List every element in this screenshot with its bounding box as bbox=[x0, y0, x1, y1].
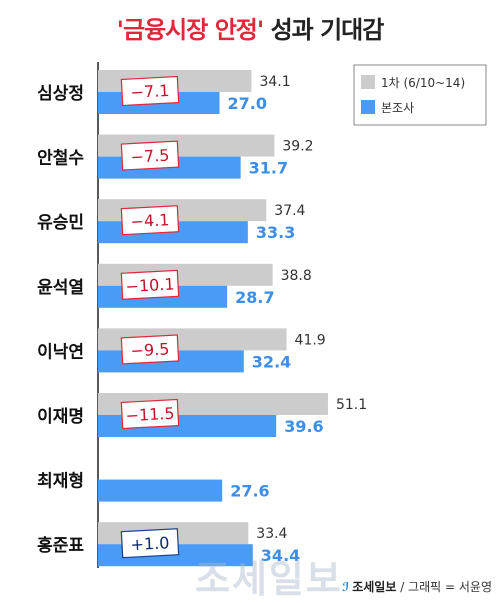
change-label: −10.1 bbox=[125, 275, 175, 297]
value-label-prev: 51.1 bbox=[336, 397, 367, 413]
change-label: −9.5 bbox=[130, 339, 170, 360]
logo-icon: ℐ bbox=[342, 580, 350, 594]
change-label: −11.5 bbox=[125, 404, 175, 426]
change-badge bbox=[120, 398, 180, 430]
change-label: −7.1 bbox=[130, 81, 170, 102]
title-rest: 성과 기대감 bbox=[270, 16, 385, 44]
legend-label-curr: 본조사 bbox=[381, 101, 414, 115]
value-label-prev: 39.2 bbox=[282, 139, 313, 155]
value-label-curr: 31.7 bbox=[249, 159, 288, 178]
change-badge bbox=[120, 75, 180, 107]
footer-logo: 조세일보 bbox=[352, 580, 397, 594]
legend: 1차 (6/10~14) 본조사 bbox=[353, 64, 487, 126]
category-label: 이재명 bbox=[37, 407, 84, 427]
change-badge bbox=[120, 269, 180, 300]
change-badge bbox=[120, 334, 180, 365]
value-label-prev: 41.9 bbox=[295, 332, 326, 348]
change-label: −4.1 bbox=[130, 210, 170, 231]
watermark: 조세일보 bbox=[195, 557, 343, 601]
value-label-curr: 32.4 bbox=[252, 352, 291, 371]
category-label: 윤석열 bbox=[37, 278, 84, 298]
value-label-curr: 27.6 bbox=[230, 482, 269, 501]
value-label-prev: 37.4 bbox=[274, 203, 305, 219]
category-label: 안철수 bbox=[37, 149, 84, 169]
category-label: 심상정 bbox=[37, 84, 84, 104]
category-label: 최재형 bbox=[37, 471, 84, 492]
value-label-prev: 33.4 bbox=[256, 526, 287, 542]
change-label: −7.5 bbox=[130, 146, 170, 167]
change-badge bbox=[120, 205, 180, 236]
value-label-prev: 38.8 bbox=[281, 268, 312, 284]
value-label-curr: 28.7 bbox=[235, 288, 274, 307]
category-label: 홍준표 bbox=[37, 535, 84, 556]
legend-label-prev: 1차 (6/10~14) bbox=[381, 76, 465, 90]
legend-swatch-curr bbox=[361, 100, 375, 114]
change-badge bbox=[120, 528, 180, 559]
footer-credit: / 그래픽 = 서윤영 bbox=[400, 580, 492, 594]
value-label-prev: 34.1 bbox=[259, 74, 290, 90]
category-label: 유승민 bbox=[37, 213, 84, 233]
legend-swatch-prev bbox=[361, 75, 375, 89]
value-label-curr: 27.0 bbox=[228, 94, 267, 113]
change-badge bbox=[120, 140, 180, 171]
change-label: +1.0 bbox=[130, 533, 170, 554]
category-label: 이낙연 bbox=[37, 342, 84, 362]
value-label-curr: 39.6 bbox=[284, 417, 323, 436]
chart-title: '금융시장 안정' 성과 기대감 bbox=[0, 10, 500, 45]
value-label-curr: 34.4 bbox=[261, 546, 300, 565]
footer: ℐ 조세일보 / 그래픽 = 서윤영 bbox=[342, 578, 492, 595]
title-highlight: '금융시장 안정' bbox=[116, 16, 265, 44]
value-label-curr: 33.3 bbox=[256, 223, 295, 242]
bar-curr bbox=[98, 479, 223, 502]
